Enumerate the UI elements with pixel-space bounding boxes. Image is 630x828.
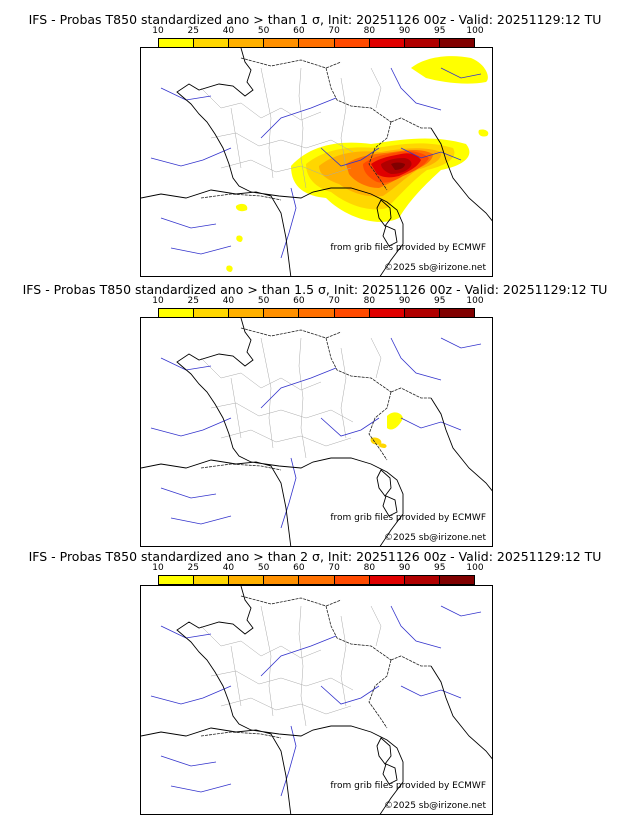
colorbar-tick-label: 25 xyxy=(187,296,199,306)
colorbar-tick-label: 10 xyxy=(152,563,164,573)
colorbar-tick-label: 40 xyxy=(222,563,235,573)
colorbar-tick-label: 10 xyxy=(152,26,164,36)
colorbar-segment xyxy=(229,309,265,317)
colorbar-segment xyxy=(334,309,370,317)
colorbar-segment xyxy=(159,309,195,317)
colorbar-tick-label: 40 xyxy=(222,296,235,306)
colorbar-segment xyxy=(194,576,230,584)
colorbar-tick-label: 70 xyxy=(328,26,340,36)
copyright-credit: ©2025 sb@irizone.net xyxy=(384,533,486,543)
map-canvas xyxy=(141,586,492,814)
colorbar-tick-label: 10 xyxy=(152,296,164,306)
colorbar-tick-label: 25 xyxy=(187,563,199,573)
colorbar-ticks: 10 25 40 50 60 70 80 90 95 100 xyxy=(152,296,483,308)
colorbar-tick-label: 90 xyxy=(398,26,411,36)
colorbar-segment xyxy=(439,576,474,584)
colorbar-tick-label: 95 xyxy=(434,26,446,36)
source-credit: from grib files provided by ECMWF xyxy=(330,781,486,791)
colorbar-segment xyxy=(439,309,474,317)
colorbar-tick-label: 60 xyxy=(293,26,305,36)
colorbar-segment xyxy=(264,576,300,584)
colorbar-tick-label: 90 xyxy=(398,296,411,306)
copyright-credit: ©2025 sb@irizone.net xyxy=(384,801,486,811)
map-panel-3: IFS - Probas T850 standardized ano > tha… xyxy=(0,549,630,819)
source-credit: from grib files provided by ECMWF xyxy=(330,513,486,523)
map-canvas xyxy=(141,48,492,276)
colorbar-tick-label: 100 xyxy=(466,563,484,573)
colorbar-segment xyxy=(369,576,405,584)
country-borders xyxy=(200,57,431,201)
probability-area xyxy=(387,412,403,430)
colorbar-segment xyxy=(404,576,440,584)
colorbar-tick-label: 50 xyxy=(257,563,270,573)
source-credit: from grib files provided by ECMWF xyxy=(330,243,486,253)
copyright-credit: ©2025 sb@irizone.net xyxy=(384,263,486,273)
country-borders xyxy=(200,595,431,739)
map-2: from grib files provided by ECMWF ©2025 … xyxy=(140,317,493,547)
colorbar-tick-label: 50 xyxy=(257,296,270,306)
department-borders xyxy=(200,337,382,459)
colorbar-segment xyxy=(404,309,440,317)
coastline xyxy=(141,318,492,546)
colorbar-tick-label: 95 xyxy=(434,296,446,306)
colorbar-tick-label: 70 xyxy=(328,296,340,306)
map-3: from grib files provided by ECMWF ©2025 … xyxy=(140,585,493,815)
map-1: from grib files provided by ECMWF ©2025 … xyxy=(140,47,493,277)
colorbar-tick-label: 60 xyxy=(293,563,305,573)
colorbar-segment xyxy=(334,39,370,47)
coastline xyxy=(141,48,492,276)
colorbar-segment xyxy=(194,39,230,47)
colorbar-tick-label: 40 xyxy=(222,26,235,36)
colorbar-tick-label: 90 xyxy=(398,563,411,573)
coastline xyxy=(141,586,492,814)
panel-title: IFS - Probas T850 standardized ano > tha… xyxy=(22,282,608,297)
colorbar-tick-label: 25 xyxy=(187,26,199,36)
colorbar-tick-label: 50 xyxy=(257,26,270,36)
colorbar-segment xyxy=(229,576,265,584)
probability-area xyxy=(226,265,233,272)
colorbar-segment xyxy=(264,309,300,317)
colorbar-segment xyxy=(159,576,195,584)
probability-area xyxy=(370,437,382,445)
colorbar-tick-label: 80 xyxy=(363,563,376,573)
colorbar-segment xyxy=(334,576,370,584)
colorbar-segment xyxy=(264,39,300,47)
panel-title: IFS - Probas T850 standardized ano > tha… xyxy=(28,549,602,564)
probability-area xyxy=(478,129,489,137)
colorbar xyxy=(158,575,475,585)
colorbar-segment xyxy=(229,39,265,47)
colorbar-tick-label: 100 xyxy=(466,26,484,36)
probability-area xyxy=(411,56,488,84)
colorbar-segment xyxy=(439,39,474,47)
colorbar-segment xyxy=(369,39,405,47)
probability-area xyxy=(378,443,387,448)
probability-area xyxy=(236,235,243,242)
probability-area xyxy=(235,203,248,212)
map-canvas xyxy=(141,318,492,546)
map-panel-1: IFS - Probas T850 standardized ano > tha… xyxy=(0,12,630,282)
colorbar-segment xyxy=(299,309,335,317)
colorbar-tick-label: 60 xyxy=(293,296,305,306)
colorbar-segment xyxy=(299,39,335,47)
colorbar-tick-label: 95 xyxy=(434,563,446,573)
colorbar-segment xyxy=(369,309,405,317)
rivers xyxy=(150,605,482,797)
rivers xyxy=(150,337,482,529)
colorbar-ticks: 10 25 40 50 60 70 80 90 95 100 xyxy=(152,563,483,575)
colorbar-segment xyxy=(194,309,230,317)
department-borders xyxy=(200,605,382,727)
colorbar-segment xyxy=(299,576,335,584)
department-borders xyxy=(200,67,382,189)
colorbar-segment xyxy=(159,39,195,47)
colorbar-tick-label: 80 xyxy=(363,26,376,36)
colorbar-tick-label: 80 xyxy=(363,296,376,306)
colorbar-segment xyxy=(404,39,440,47)
colorbar-tick-label: 100 xyxy=(466,296,484,306)
colorbar-ticks: 10 25 40 50 60 70 80 90 95 100 xyxy=(152,26,483,38)
country-borders xyxy=(200,327,431,471)
colorbar-tick-label: 70 xyxy=(328,563,340,573)
panel-title: IFS - Probas T850 standardized ano > tha… xyxy=(28,12,602,27)
probability-area xyxy=(391,162,405,170)
